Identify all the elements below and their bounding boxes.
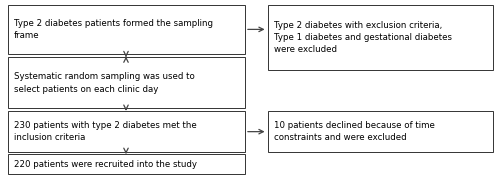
FancyBboxPatch shape xyxy=(8,154,245,174)
Text: Type 2 diabetes patients formed the sampling
frame: Type 2 diabetes patients formed the samp… xyxy=(14,19,213,40)
FancyBboxPatch shape xyxy=(8,57,245,108)
FancyBboxPatch shape xyxy=(8,111,245,152)
Text: 220 patients were recruited into the study: 220 patients were recruited into the stu… xyxy=(14,160,197,169)
Text: Type 2 diabetes with exclusion criteria,
Type 1 diabetes and gestational diabete: Type 2 diabetes with exclusion criteria,… xyxy=(274,21,452,54)
Text: 230 patients with type 2 diabetes met the
inclusion criteria: 230 patients with type 2 diabetes met th… xyxy=(14,121,197,142)
FancyBboxPatch shape xyxy=(268,111,492,152)
Text: 10 patients declined because of time
constraints and were excluded: 10 patients declined because of time con… xyxy=(274,121,435,142)
FancyBboxPatch shape xyxy=(8,5,245,54)
Text: Systematic random sampling was used to
select patients on each clinic day: Systematic random sampling was used to s… xyxy=(14,73,195,94)
FancyBboxPatch shape xyxy=(268,5,492,70)
